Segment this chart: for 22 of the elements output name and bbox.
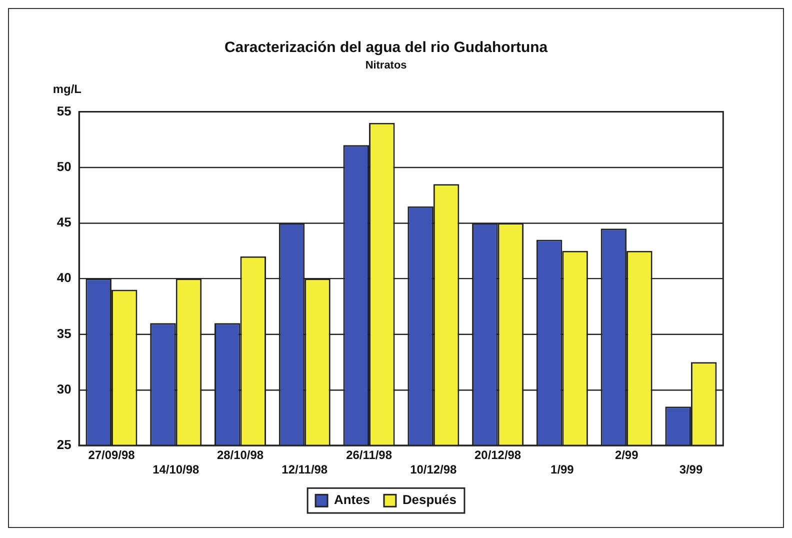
- y-tick-label: 35: [56, 326, 72, 341]
- x-tick-label: 14/10/98: [152, 462, 200, 476]
- x-tick-label: 26/11/98: [346, 448, 392, 462]
- y-tick-label: 40: [56, 270, 72, 286]
- x-tick-label: 3/99: [679, 462, 703, 476]
- x-tick-label: 10/12/98: [410, 462, 458, 476]
- x-tick-label: 28/10/98: [216, 448, 264, 462]
- chart-title: Caracterización del agua del rio Gudahortuna: [224, 38, 548, 56]
- y-tick-label: 45: [56, 214, 72, 230]
- x-tick-label: 27/09/98: [88, 448, 136, 462]
- legend-label: Después: [402, 492, 456, 508]
- y-tick-label: 55: [56, 103, 72, 118]
- legend-label: Antes: [334, 492, 370, 508]
- x-tick-label: 20/12/98: [474, 448, 522, 462]
- y-tick-label: 30: [56, 381, 72, 396]
- x-tick-label: 2/99: [614, 448, 639, 462]
- x-tick-label: 1/99: [550, 462, 574, 476]
- x-tick-label: 12/11/98: [282, 462, 328, 476]
- y-tick-label: 50: [56, 158, 72, 174]
- y-tick-label: 25: [56, 437, 72, 452]
- y-axis-title: mg/L: [52, 82, 82, 96]
- chart-subtitle: Nitratos: [365, 59, 407, 72]
